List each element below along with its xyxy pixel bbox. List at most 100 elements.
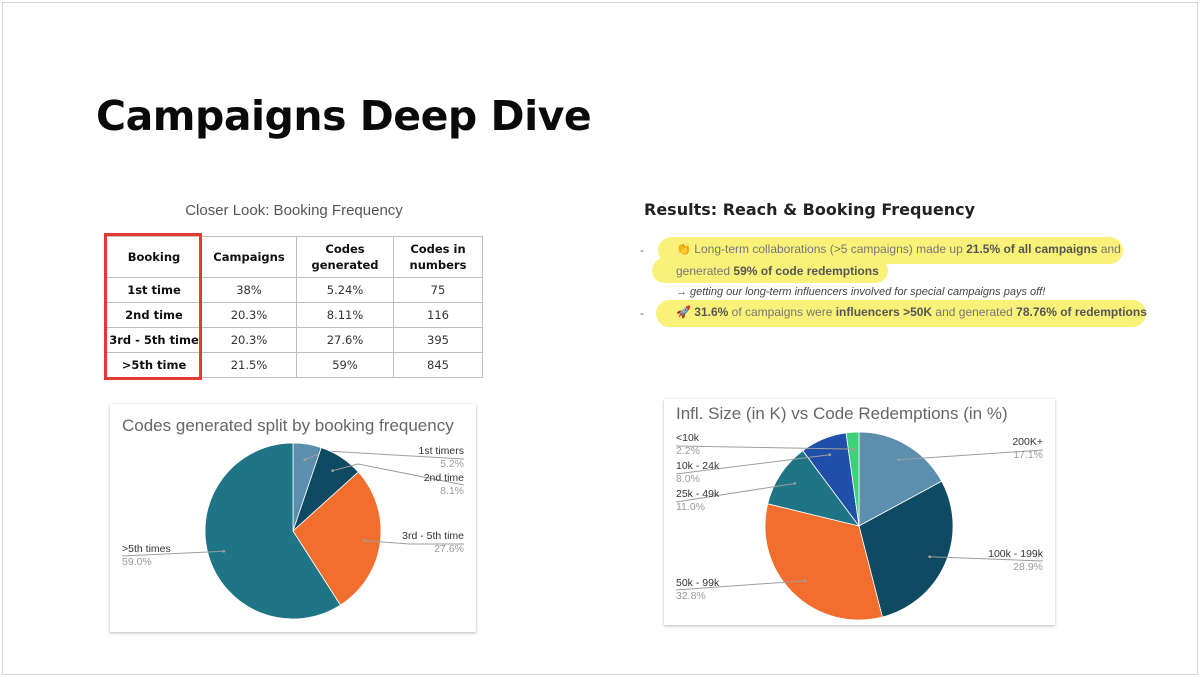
header-codes-in-numbers: Codes in numbers xyxy=(393,236,483,278)
table-row: >5th time 21.5% 59% 845 xyxy=(106,352,483,378)
leader-line-2nd-time xyxy=(332,463,465,486)
campaigns-cell: 20.3% xyxy=(201,327,297,353)
slice-value-5th-times: 59.0% xyxy=(122,556,152,568)
slice-value-50k-99k: 32.8% xyxy=(676,590,706,602)
codes-generated-cell: 5.24% xyxy=(296,277,394,303)
bullet2-line: 🚀 31.6% of campaigns were influencers >5… xyxy=(676,305,1147,319)
campaigns-cell: 21.5% xyxy=(201,352,297,378)
slice-label-10k: <10k xyxy=(676,432,700,444)
slice-label-100k-199k: 100k - 199k xyxy=(988,548,1044,560)
clap-icon: 👏 xyxy=(676,242,691,256)
codes-in-numbers-cell: 845 xyxy=(393,352,483,378)
header-codes-generated-label: Codes generated xyxy=(311,242,379,272)
leader-dot xyxy=(828,453,832,457)
leader-dot xyxy=(222,549,226,553)
header-campaigns: Campaigns xyxy=(201,236,297,278)
booking-cell: 3rd - 5th time xyxy=(106,327,202,353)
slice-value-10k-24k: 8.0% xyxy=(676,473,700,485)
header-codes-in-numbers-label: Codes in numbers xyxy=(409,242,467,272)
pie-slice-25k-49k xyxy=(767,450,860,527)
pie-slice-50k-99k xyxy=(764,503,883,621)
results-heading: Results: Reach & Booking Frequency xyxy=(644,200,976,219)
slice-value-2nd-time: 8.1% xyxy=(440,485,464,497)
bullet2-text-2: and generated xyxy=(932,305,1017,319)
bullet2-text-1: of campaigns were xyxy=(728,305,836,319)
bullet-dash: - xyxy=(640,306,644,320)
influencer-size-pie-chart: Infl. Size (in K) vs Code Redemptions (i… xyxy=(664,399,1055,625)
slice-label-1st-timers: 1st timers xyxy=(418,445,464,457)
leader-dot xyxy=(363,539,366,543)
bullet1-line1: 👏 Long-term collaborations (>5 campaigns… xyxy=(676,242,1121,256)
booking-column-highlight xyxy=(104,233,202,380)
slice-label-25k-49k: 25k - 49k xyxy=(676,488,720,500)
leader-line-10k-24k xyxy=(675,454,830,475)
leader-line-10k xyxy=(675,445,854,450)
slice-value-10k: 2.2% xyxy=(676,445,700,457)
slice-label-2nd-time: 2nd time xyxy=(424,472,464,484)
leader-line-100k-199k xyxy=(929,556,1044,562)
leader-dot xyxy=(331,469,335,473)
leader-line-200k xyxy=(898,449,1044,461)
table-header-row: Booking Campaigns Codes generated Codes … xyxy=(106,236,483,278)
codes-generated-cell: 59% xyxy=(296,352,394,378)
slice-label-50k-99k: 50k - 99k xyxy=(676,577,720,589)
leader-dot xyxy=(803,579,807,583)
booking-frequency-table: Booking Campaigns Codes generated Codes … xyxy=(106,236,483,378)
booking-frequency-pie-chart: Codes generated split by booking frequen… xyxy=(110,404,476,632)
leader-line-3rd-5th-time xyxy=(364,540,464,545)
booking-cell: >5th time xyxy=(106,352,202,378)
leader-dot xyxy=(897,458,900,462)
highlight-line-3 xyxy=(656,300,1146,327)
slice-label-10k-24k: 10k - 24k xyxy=(676,460,720,472)
bullet1-line1-pre: Long-term collaborations (>5 campaigns) … xyxy=(694,242,967,256)
chart-title: Codes generated split by booking frequen… xyxy=(122,416,454,435)
leader-line-25k-49k xyxy=(675,483,795,503)
bullet1-line2-bold: 59% of code redemptions xyxy=(733,264,879,278)
bullet1-line1-bold: 21.5% of all campaigns xyxy=(966,242,1098,256)
chart-title: Infl. Size (in K) vs Code Redemptions (i… xyxy=(676,404,1008,423)
slice-label-200k: 200K+ xyxy=(1012,436,1043,448)
leader-dot xyxy=(303,458,307,462)
insight-note: → getting our long-term influencers invo… xyxy=(676,286,1046,298)
slice-value-200k: 17.1% xyxy=(1013,449,1043,461)
leader-line-5th-times xyxy=(121,550,224,557)
bullet2-bold-1: 31.6% xyxy=(694,305,729,319)
slice-label-3rd-5th-time: 3rd - 5th time xyxy=(402,530,464,542)
campaigns-cell: 38% xyxy=(201,277,297,303)
booking-cell: 2nd time xyxy=(106,302,202,328)
leader-dot xyxy=(793,482,797,485)
leader-line-50k-99k xyxy=(675,580,805,591)
pie-slice-100k-199k xyxy=(858,480,954,618)
pie-slice-3rd-5th-time xyxy=(292,471,382,606)
campaigns-cell: 20.3% xyxy=(201,302,297,328)
slice-value-3rd-5th-time: 27.6% xyxy=(434,543,464,555)
table-row: 2nd time 20.3% 8.11% 116 xyxy=(106,302,483,328)
codes-generated-cell: 8.11% xyxy=(296,302,394,328)
slice-value-1st-timers: 5.2% xyxy=(440,458,464,470)
pie-slice-200k xyxy=(858,431,943,527)
table-caption: Closer Look: Booking Frequency xyxy=(185,202,403,219)
bullet1-line2: generated 59% of code redemptions xyxy=(676,264,879,278)
slice-value-25k-49k: 11.0% xyxy=(676,501,705,513)
slide-title: Campaigns Deep Dive xyxy=(96,92,592,140)
leader-dot xyxy=(928,555,932,559)
bullet-dash: - xyxy=(640,243,644,257)
slice-label-5th-times: >5th times xyxy=(122,543,171,555)
codes-generated-cell: 27.6% xyxy=(296,327,394,353)
codes-in-numbers-cell: 116 xyxy=(393,302,483,328)
rocket-icon: 🚀 xyxy=(676,305,691,319)
bullet2-bold-2: influencers >50K xyxy=(835,305,933,319)
pie-slice-5th-times xyxy=(204,442,341,620)
codes-in-numbers-cell: 395 xyxy=(393,327,483,353)
pie-slice-10k xyxy=(845,431,860,527)
codes-in-numbers-cell: 75 xyxy=(393,277,483,303)
bullet2-bold-3: 78.76% of redemptions xyxy=(1016,305,1147,319)
leader-dot xyxy=(852,447,856,451)
bullet1-line2-pre: generated xyxy=(676,264,734,278)
table-row: 1st time 38% 5.24% 75 xyxy=(106,277,483,303)
slice-value-100k-199k: 28.9% xyxy=(1013,561,1043,573)
bullet1-line1-post: and xyxy=(1097,242,1121,256)
header-codes-generated: Codes generated xyxy=(296,236,394,278)
